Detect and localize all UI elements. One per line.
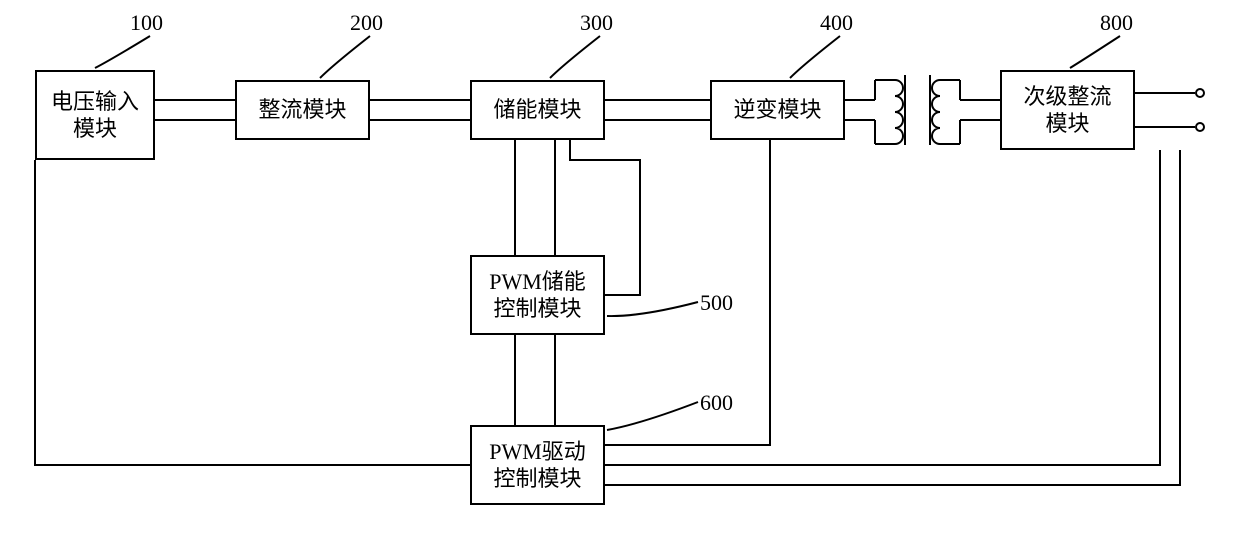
ref-num-n800: 800 (1100, 10, 1133, 36)
block-b200: 整流模块 (235, 80, 370, 140)
ref-num-n300: 300 (580, 10, 613, 36)
block-b400: 逆变模块 (710, 80, 845, 140)
block-b500: PWM储能 控制模块 (470, 255, 605, 335)
ref-num-n400: 400 (820, 10, 853, 36)
ref-num-n500: 500 (700, 290, 733, 316)
ref-num-n600: 600 (700, 390, 733, 416)
ref-num-n200: 200 (350, 10, 383, 36)
block-b300: 储能模块 (470, 80, 605, 140)
diagram-stage: 电压输入 模块 整流模块 储能模块 逆变模块 PWM储能 控制模块 PWM驱动 控制模块 次… (0, 0, 1239, 555)
block-b100: 电压输入 模块 (35, 70, 155, 160)
block-b800: 次级整流 模块 (1000, 70, 1135, 150)
ref-num-n100: 100 (130, 10, 163, 36)
block-b600: PWM驱动 控制模块 (470, 425, 605, 505)
